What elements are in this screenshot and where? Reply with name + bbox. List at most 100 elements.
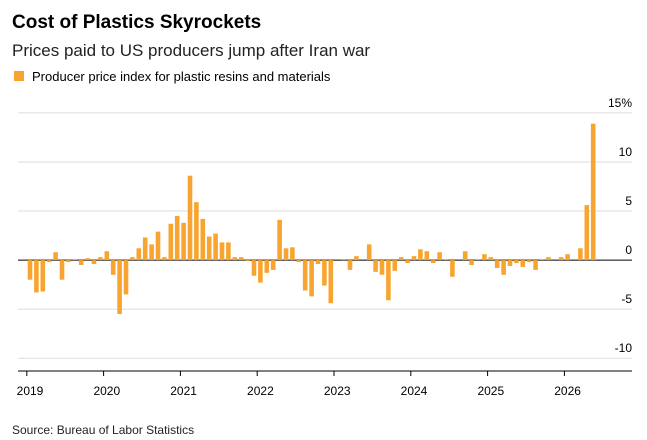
bar	[27, 260, 33, 280]
bar	[72, 259, 78, 261]
bar	[130, 257, 135, 261]
chart-subtitle: Prices paid to US producers jump after I…	[12, 41, 370, 60]
bar	[34, 260, 39, 293]
bar	[539, 259, 545, 261]
bar	[46, 260, 52, 263]
y-tick-label: 15%	[608, 96, 632, 110]
bar	[475, 259, 481, 261]
bar	[174, 215, 180, 261]
bar	[162, 257, 167, 261]
y-tick-label: -5	[621, 292, 632, 306]
x-tick-label: 2026	[554, 384, 581, 398]
bar	[584, 205, 590, 261]
bar	[181, 222, 186, 261]
bar	[187, 175, 193, 261]
bar	[494, 260, 500, 268]
bar	[386, 260, 391, 301]
bar	[136, 248, 142, 261]
bar	[155, 231, 161, 261]
bar	[117, 260, 122, 315]
bar	[245, 260, 250, 262]
bar	[373, 260, 378, 272]
bar	[98, 257, 103, 261]
bar	[322, 260, 327, 286]
y-tick-label: 0	[625, 243, 632, 257]
bar	[40, 260, 46, 292]
bar	[398, 257, 404, 261]
bar	[578, 248, 583, 261]
bar	[514, 260, 519, 264]
legend-label: Producer price index for plastic resins …	[32, 69, 331, 84]
bar	[501, 260, 506, 275]
bar	[558, 257, 564, 261]
bar	[590, 123, 596, 261]
bar	[443, 259, 449, 261]
bar	[270, 260, 276, 270]
bar	[53, 252, 58, 261]
bar	[78, 260, 84, 265]
bar	[405, 260, 410, 264]
bar	[194, 202, 199, 261]
bar	[469, 260, 474, 265]
bar	[462, 251, 468, 261]
bar	[251, 260, 257, 276]
x-tick-label: 2020	[93, 384, 120, 398]
bar	[85, 258, 90, 261]
x-tick-label: 2023	[324, 384, 351, 398]
bar	[430, 260, 436, 264]
x-tick-label: 2021	[170, 384, 197, 398]
bar	[565, 254, 570, 261]
bar	[232, 257, 238, 261]
bar	[354, 256, 359, 261]
legend-swatch	[14, 71, 24, 81]
y-tick-label: 10	[619, 145, 633, 159]
bar	[507, 260, 513, 266]
bar	[379, 260, 385, 275]
bar	[226, 242, 231, 261]
bar	[200, 218, 206, 261]
x-tick-label: 2024	[401, 384, 428, 398]
bar	[482, 254, 487, 261]
bar	[168, 223, 174, 261]
bar	[142, 237, 148, 261]
x-tick-label: 2019	[17, 384, 44, 398]
bar	[219, 242, 225, 261]
bar	[328, 260, 334, 304]
bar	[213, 233, 218, 261]
bar	[315, 260, 321, 264]
y-tick-label: 5	[625, 194, 632, 208]
bar	[418, 249, 423, 261]
bar	[290, 247, 295, 261]
x-tick-label: 2025	[477, 384, 504, 398]
bar	[258, 260, 263, 283]
bar	[277, 219, 282, 261]
bar	[450, 260, 455, 277]
bar	[283, 248, 289, 261]
bar	[149, 244, 154, 261]
bar	[296, 260, 302, 263]
bar	[110, 260, 116, 275]
x-tick-label: 2022	[247, 384, 274, 398]
bar	[424, 251, 430, 261]
bar	[264, 260, 270, 273]
bar	[546, 257, 551, 261]
bar	[66, 260, 71, 263]
bar	[309, 260, 314, 297]
bar	[526, 260, 532, 263]
bar	[104, 251, 110, 261]
bar	[302, 260, 308, 291]
bar	[347, 260, 353, 270]
bar	[123, 260, 129, 295]
bar	[437, 252, 442, 261]
bar	[533, 260, 538, 270]
bar	[206, 236, 212, 261]
bar	[520, 260, 526, 267]
bar	[411, 256, 417, 261]
bar	[341, 259, 346, 261]
bar	[366, 244, 372, 261]
source: Source: Bureau of Labor Statistics	[12, 423, 194, 437]
bar	[238, 257, 244, 261]
bar	[488, 257, 494, 261]
bar	[392, 260, 398, 271]
